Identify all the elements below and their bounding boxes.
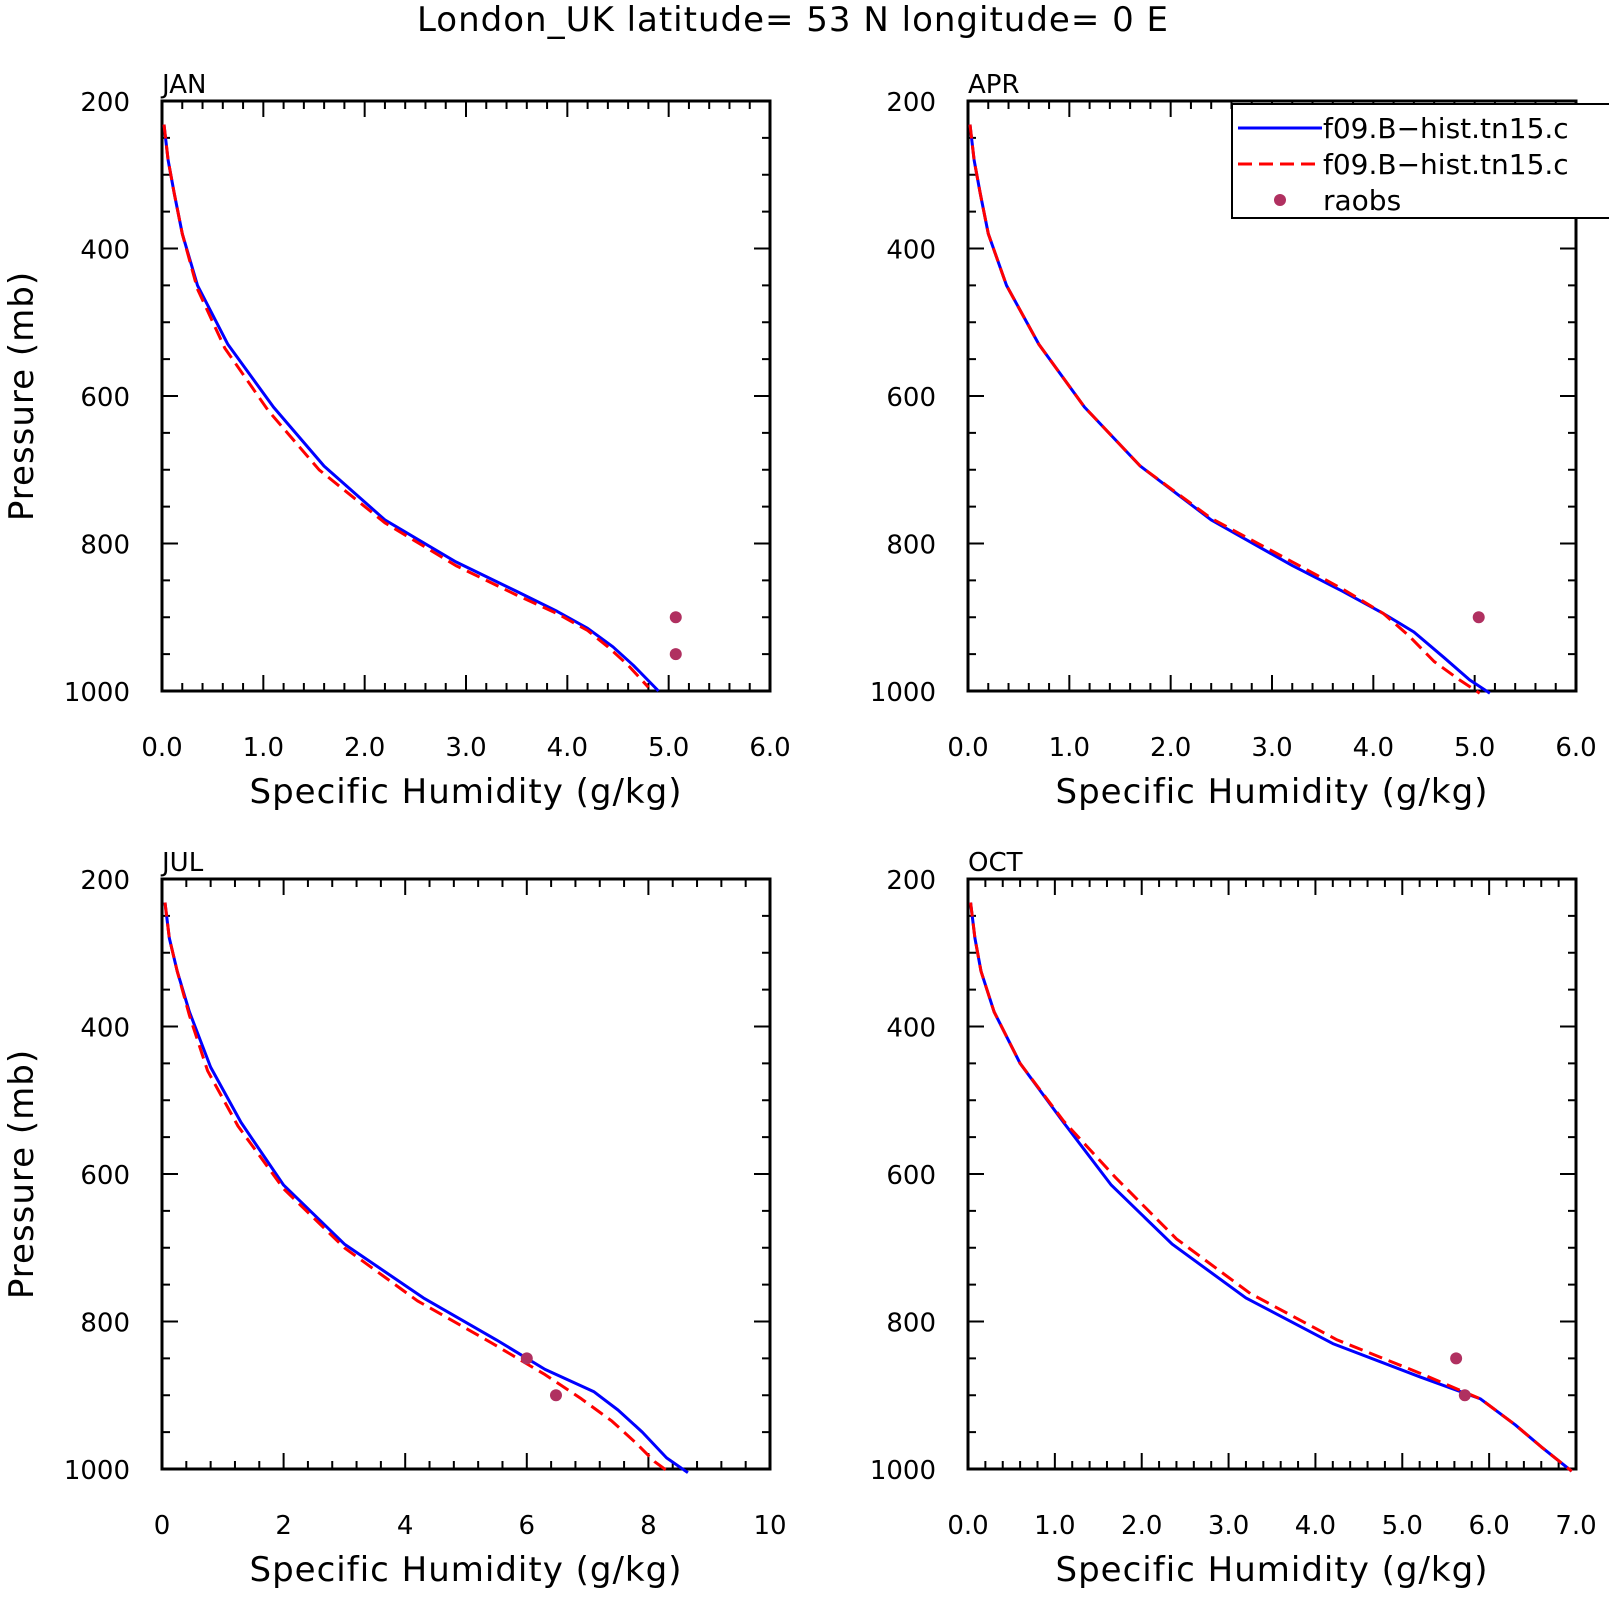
x-tick-label: 8 bbox=[640, 1511, 657, 1541]
y-tick-label: 600 bbox=[80, 1161, 130, 1191]
legend-entry: raobs bbox=[1323, 184, 1401, 217]
x-tick-label: 6.0 bbox=[1555, 733, 1596, 763]
x-tick-label: 2 bbox=[275, 1511, 292, 1541]
raobs-point bbox=[1472, 611, 1485, 624]
panel-jan: JAN 0.0 1.0 2.0 3.0 4.0 5.0 6.0 200 400 600 800 1000… bbox=[2, 70, 791, 812]
series-line-dashed bbox=[162, 124, 650, 689]
y-tick-label: 800 bbox=[80, 1309, 130, 1339]
x-axis-label: Specific Humidity (g/kg) bbox=[250, 1550, 683, 1590]
x-tick-label: 7.0 bbox=[1555, 1511, 1596, 1541]
x-tick-label: 0.0 bbox=[141, 733, 182, 763]
panel-label: JAN bbox=[160, 70, 206, 100]
series-line-dashed bbox=[163, 902, 671, 1474]
x-axis-label: Specific Humidity (g/kg) bbox=[250, 772, 683, 812]
x-tick-label: 4.0 bbox=[1353, 733, 1394, 763]
panel-label: JUL bbox=[160, 848, 204, 878]
series-line-solid bbox=[162, 124, 660, 693]
y-axis-label: Pressure (mb) bbox=[2, 271, 42, 521]
legend-entry: f09.B−hist.tn15.c bbox=[1323, 112, 1569, 145]
x-tick-label: 0.0 bbox=[947, 1511, 988, 1541]
legend-box bbox=[1231, 103, 1609, 219]
plot-frame bbox=[966, 877, 1578, 1471]
x-tick-label: 2.0 bbox=[344, 733, 385, 763]
y-tick-label: 800 bbox=[886, 531, 936, 561]
y-tick-label: 400 bbox=[80, 1014, 130, 1044]
y-tick-label: 600 bbox=[886, 1161, 936, 1191]
x-tick-label: 4.0 bbox=[1295, 1511, 1336, 1541]
x-tick-label: 1.0 bbox=[1034, 1511, 1075, 1541]
panel-jul: JUL 0 2 4 6 8 10 200 400 600 800 1000 Specific Humid… bbox=[2, 848, 787, 1590]
y-tick-label: 800 bbox=[80, 531, 130, 561]
x-tick-label: 6.0 bbox=[1468, 1511, 1509, 1541]
y-tick-label: 400 bbox=[886, 1014, 936, 1044]
x-tick-label: 6 bbox=[519, 1511, 536, 1541]
y-tick-label: 800 bbox=[886, 1309, 936, 1339]
raobs-point bbox=[669, 611, 682, 624]
x-tick-label: 2.0 bbox=[1121, 1511, 1162, 1541]
x-tick-label: 6.0 bbox=[749, 733, 790, 763]
legend-marker bbox=[1274, 194, 1286, 206]
panel-label: OCT bbox=[968, 848, 1023, 878]
x-tick-label: 5.0 bbox=[1382, 1511, 1423, 1541]
x-tick-label: 3.0 bbox=[1251, 733, 1292, 763]
figure-title: London_UK latitude= 53 N longitude= 0 E bbox=[417, 0, 1169, 40]
plot-frame bbox=[160, 99, 772, 693]
x-tick-label: 4.0 bbox=[547, 733, 588, 763]
x-tick-label: 5.0 bbox=[648, 733, 689, 763]
raobs-point bbox=[1458, 1389, 1471, 1402]
y-tick-label: 1000 bbox=[64, 1456, 130, 1486]
x-tick-label: 4 bbox=[397, 1511, 414, 1541]
series-line-solid bbox=[969, 902, 1573, 1473]
x-tick-label: 3.0 bbox=[1208, 1511, 1249, 1541]
y-axis-label: Pressure (mb) bbox=[2, 1049, 42, 1299]
y-tick-label: 200 bbox=[80, 866, 130, 896]
raobs-point bbox=[669, 648, 682, 661]
x-axis-label: Specific Humidity (g/kg) bbox=[1056, 772, 1489, 812]
x-tick-label: 0.0 bbox=[947, 733, 988, 763]
plot-frame bbox=[160, 877, 772, 1471]
raobs-point bbox=[549, 1389, 562, 1402]
x-axis-label: Specific Humidity (g/kg) bbox=[1056, 1550, 1489, 1590]
y-tick-label: 200 bbox=[886, 88, 936, 118]
x-tick-label: 1.0 bbox=[1049, 733, 1090, 763]
y-tick-label: 1000 bbox=[64, 678, 130, 708]
y-tick-label: 600 bbox=[886, 383, 936, 413]
series-line-dashed bbox=[968, 124, 1481, 695]
tick-marks bbox=[161, 100, 771, 692]
series-line-solid bbox=[163, 902, 689, 1474]
y-tick-label: 400 bbox=[886, 236, 936, 266]
y-tick-label: 200 bbox=[80, 88, 130, 118]
y-tick-label: 1000 bbox=[870, 678, 936, 708]
x-tick-label: 5.0 bbox=[1454, 733, 1495, 763]
raobs-point bbox=[520, 1352, 533, 1365]
series-line-dashed bbox=[969, 902, 1573, 1473]
panel-oct: OCT 0.0 1.0 2.0 3.0 4.0 5.0 6.0 7.0 200 400 600 800 1… bbox=[870, 848, 1597, 1590]
tick-marks bbox=[967, 878, 1577, 1470]
y-tick-label: 1000 bbox=[870, 1456, 936, 1486]
x-tick-label: 3.0 bbox=[445, 733, 486, 763]
y-tick-label: 600 bbox=[80, 383, 130, 413]
y-tick-label: 200 bbox=[886, 866, 936, 896]
tick-marks bbox=[161, 878, 771, 1470]
legend-entry: f09.B−hist.tn15.c bbox=[1323, 148, 1569, 181]
x-tick-label: 10 bbox=[753, 1511, 786, 1541]
x-tick-label: 0 bbox=[154, 1511, 171, 1541]
panel-label: APR bbox=[968, 70, 1020, 100]
x-tick-label: 2.0 bbox=[1150, 733, 1191, 763]
raobs-point bbox=[1450, 1352, 1463, 1365]
y-tick-label: 400 bbox=[80, 236, 130, 266]
x-tick-label: 1.0 bbox=[243, 733, 284, 763]
